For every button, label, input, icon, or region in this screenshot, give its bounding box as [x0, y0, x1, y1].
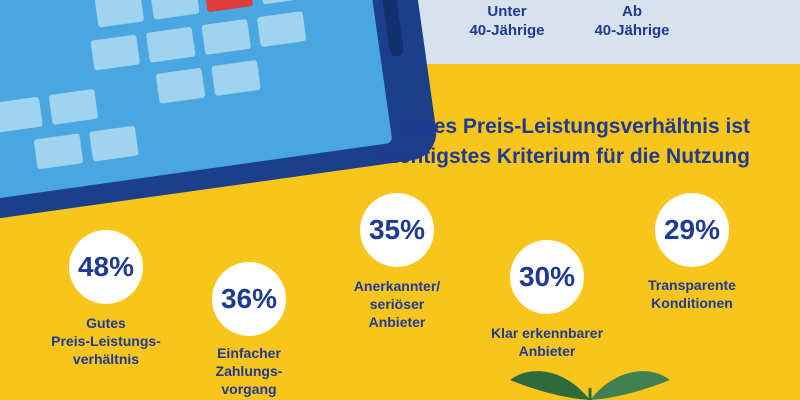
app-tile [89, 125, 139, 162]
app-tile [257, 11, 307, 47]
stat-circle-identifiable-provider: 30% [510, 240, 584, 314]
stat-label-line: Anbieter [368, 314, 426, 330]
stat-label-line: Gutes [86, 315, 126, 331]
headline: Gutes Preis-Leistungsverhältnis ist wich… [290, 112, 750, 172]
app-tile [48, 89, 98, 125]
app-tile [211, 60, 261, 96]
stat-label-payment-process: Einfacher Zahlungs- vorgang [189, 344, 309, 398]
stat-value: 30% [518, 261, 576, 292]
stat-label-line: Klar erkennbarer [490, 325, 604, 341]
app-tile [34, 133, 83, 170]
stat-label-reputable-provider: Anerkannter/ seriöser Anbieter [337, 277, 457, 331]
age-group-40-plus: Ab 40-Jährige [577, 2, 687, 40]
stat-circle-reputable-provider: 35% [360, 193, 434, 267]
stat-value: 36% [220, 283, 278, 314]
app-tile [201, 19, 251, 55]
stat-label-transparent-conditions: Transparente Konditionen [632, 276, 752, 312]
app-tile [146, 27, 196, 63]
age-group-line: 40-Jährige [469, 22, 545, 39]
phone-home-button [378, 0, 404, 57]
age-group-under-40: Unter 40-Jährige [452, 2, 562, 40]
stat-value: 29% [663, 214, 721, 245]
tap-indicator-dot [219, 0, 236, 2]
stat-label-line: Zahlungs- [215, 363, 283, 379]
stat-label-line: Einfacher [217, 345, 281, 361]
leaf-shape [510, 371, 590, 400]
stat-label-line: seriöser [369, 296, 425, 312]
headline-line-1: Gutes Preis-Leistungsverhältnis ist [397, 115, 750, 138]
age-group-line: 40-Jährige [594, 22, 670, 39]
stat-label-line: Anerkannter/ [353, 278, 441, 294]
app-tile [90, 34, 140, 71]
phone-screen [0, 0, 392, 199]
leaf-shape [590, 371, 670, 400]
leaf-plant-illustration [510, 371, 670, 400]
stat-label-line: Preis-Leistungs- [51, 333, 161, 349]
stat-label-line: Transparente [648, 277, 736, 293]
stat-circle-price-performance: 48% [69, 230, 143, 304]
age-group-line: Ab [622, 3, 642, 20]
app-tile [0, 96, 43, 133]
age-group-line: Unter [487, 3, 527, 20]
stat-label-line: vorgang [221, 381, 277, 397]
stat-label-line: Konditionen [651, 295, 733, 311]
app-tile [156, 68, 206, 104]
app-tile [94, 0, 144, 28]
stat-circle-transparent-conditions: 29% [655, 193, 729, 267]
stat-label-price-performance: Gutes Preis-Leistungs- verhältnis [31, 314, 181, 368]
stat-label-line: verhältnis [72, 351, 140, 367]
app-tile [150, 0, 200, 20]
stat-label-identifiable-provider: Klar erkennbarer Anbieter [472, 324, 622, 360]
headline-line-2: wichtigstes Kriterium für die Nutzung [376, 145, 750, 168]
stat-value: 35% [368, 214, 426, 245]
smartphone-illustration [0, 0, 437, 219]
stat-label-line: Anbieter [518, 343, 576, 359]
highlight-app-tile [203, 0, 253, 12]
stat-value: 48% [77, 251, 135, 282]
stat-circle-payment-process: 36% [212, 262, 286, 336]
